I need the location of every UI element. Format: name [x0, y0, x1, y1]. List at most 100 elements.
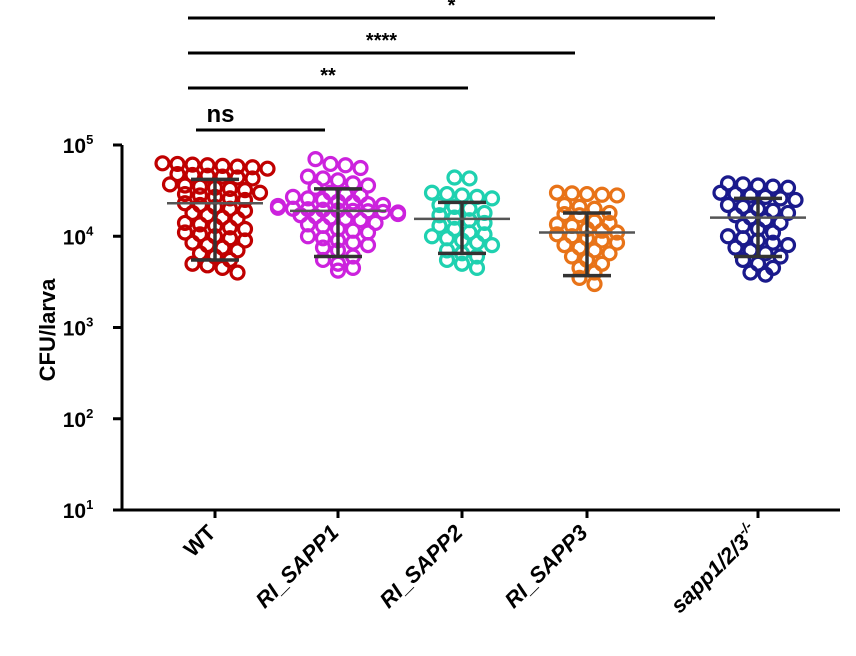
data-point — [269, 199, 287, 216]
data-points — [154, 151, 804, 293]
data-point — [184, 204, 201, 222]
data-point — [176, 224, 194, 241]
data-point — [337, 157, 354, 174]
data-point — [446, 169, 463, 186]
data-point — [299, 190, 317, 207]
data-point — [779, 179, 797, 196]
data-point — [571, 269, 588, 286]
data-point — [742, 187, 759, 204]
data-point — [764, 234, 782, 251]
data-point — [199, 167, 216, 184]
x-tick-label: WT — [179, 519, 221, 561]
data-point — [314, 251, 332, 269]
data-point — [176, 214, 194, 232]
data-point — [438, 185, 456, 203]
data-point — [169, 155, 186, 173]
data-point — [468, 259, 486, 276]
y-tick-label: 102 — [63, 406, 94, 432]
y-tick-label: 103 — [63, 315, 94, 341]
data-point — [719, 196, 737, 214]
data-point — [214, 259, 231, 276]
data-point — [329, 172, 347, 189]
data-point — [764, 178, 782, 195]
data-point — [453, 255, 471, 272]
data-point — [299, 228, 317, 245]
y-tick-label: 105 — [63, 132, 94, 158]
data-point — [734, 176, 752, 193]
data-point — [199, 157, 216, 174]
data-point — [344, 194, 362, 211]
data-point — [251, 184, 269, 201]
data-point — [154, 155, 171, 172]
data-point — [299, 168, 317, 185]
data-point — [259, 160, 276, 177]
data-point — [236, 182, 254, 199]
data-point — [563, 248, 581, 265]
data-point — [483, 236, 501, 254]
data-point — [176, 185, 194, 203]
x-tick-label: RI_SAPP3 — [500, 520, 593, 613]
data-point — [593, 222, 611, 239]
x-tick-label: RI_SAPP1 — [251, 520, 344, 613]
data-point — [244, 170, 261, 187]
data-point — [593, 232, 611, 249]
data-point — [191, 187, 209, 204]
data-point — [184, 255, 201, 272]
data-point — [764, 224, 782, 241]
data-point — [779, 204, 797, 222]
comparison-label: * — [448, 0, 456, 17]
data-point — [548, 216, 566, 233]
data-point — [734, 251, 752, 269]
x-tick-label: RI_SAPP2 — [375, 519, 468, 612]
y-tick-label: 104 — [63, 223, 94, 249]
data-point — [314, 191, 332, 209]
data-point — [601, 245, 618, 262]
data-point — [727, 239, 744, 256]
data-point — [556, 236, 573, 254]
data-point — [719, 228, 737, 245]
data-point — [236, 191, 254, 209]
data-point — [563, 185, 581, 202]
significance-brackets: ns******* — [188, 0, 715, 132]
data-point — [779, 236, 797, 254]
data-point — [608, 234, 626, 251]
data-point — [329, 262, 347, 279]
data-point — [169, 165, 186, 183]
data-point — [749, 177, 767, 194]
data-point — [423, 184, 441, 201]
data-point — [176, 177, 194, 194]
y-axis-label: CFU/larva — [35, 278, 60, 381]
data-point — [757, 266, 774, 283]
data-point — [438, 242, 456, 259]
data-point — [184, 166, 201, 184]
data-point — [423, 228, 441, 245]
data-point — [352, 159, 369, 177]
comparison-label: ns — [206, 101, 234, 128]
data-point — [352, 212, 369, 229]
data-point — [787, 191, 804, 209]
data-point — [191, 216, 209, 233]
data-point — [359, 177, 377, 194]
data-point — [608, 187, 626, 204]
data-point — [461, 170, 478, 187]
data-point — [236, 232, 254, 249]
data-point — [548, 226, 566, 243]
data-point — [229, 158, 246, 175]
data-point — [359, 236, 377, 254]
data-point — [431, 207, 448, 224]
data-point — [214, 157, 231, 175]
data-point — [727, 207, 744, 224]
comparison-label: **** — [366, 30, 397, 52]
data-point — [344, 259, 362, 276]
y-tick-label: 101 — [63, 497, 94, 523]
data-point — [727, 185, 744, 203]
data-point — [314, 230, 332, 247]
data-point — [483, 190, 501, 207]
data-point — [742, 264, 759, 281]
data-point — [578, 185, 596, 203]
x-tick-label: sapp1/2/3-/- — [663, 518, 763, 618]
comparison-label: ** — [320, 65, 336, 87]
data-point — [229, 169, 246, 186]
data-point — [322, 155, 339, 173]
